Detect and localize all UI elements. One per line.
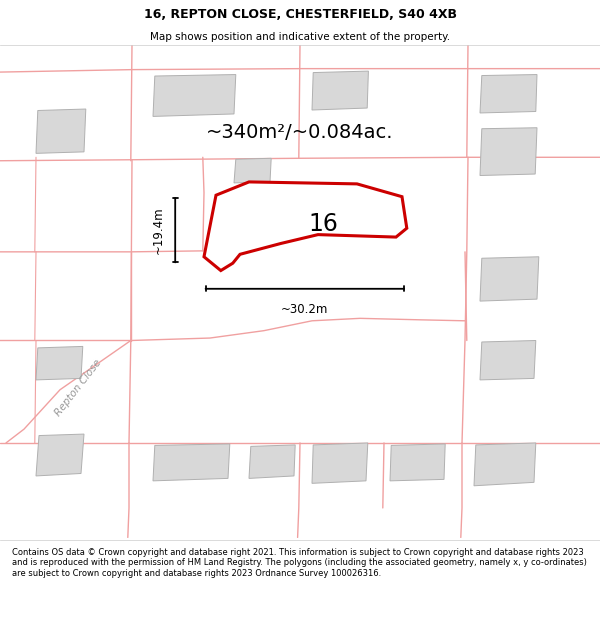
Text: Map shows position and indicative extent of the property.: Map shows position and indicative extent… bbox=[150, 31, 450, 41]
Polygon shape bbox=[390, 444, 445, 481]
Polygon shape bbox=[36, 346, 83, 380]
Text: ~30.2m: ~30.2m bbox=[281, 302, 328, 316]
Polygon shape bbox=[480, 341, 536, 380]
Polygon shape bbox=[36, 434, 84, 476]
Text: 16: 16 bbox=[308, 212, 338, 236]
Text: ~340m²/~0.084ac.: ~340m²/~0.084ac. bbox=[206, 123, 394, 142]
Polygon shape bbox=[249, 445, 295, 478]
Polygon shape bbox=[474, 443, 536, 486]
Text: 16, REPTON CLOSE, CHESTERFIELD, S40 4XB: 16, REPTON CLOSE, CHESTERFIELD, S40 4XB bbox=[143, 8, 457, 21]
Polygon shape bbox=[480, 74, 537, 113]
Polygon shape bbox=[312, 443, 368, 483]
Polygon shape bbox=[204, 182, 407, 271]
Polygon shape bbox=[234, 190, 272, 221]
Text: ~19.4m: ~19.4m bbox=[151, 206, 164, 254]
Text: Contains OS data © Crown copyright and database right 2021. This information is : Contains OS data © Crown copyright and d… bbox=[12, 548, 587, 578]
Text: Repton Close: Repton Close bbox=[53, 357, 103, 418]
Polygon shape bbox=[480, 257, 539, 301]
Polygon shape bbox=[234, 158, 271, 183]
Polygon shape bbox=[153, 444, 230, 481]
Polygon shape bbox=[312, 71, 368, 110]
Polygon shape bbox=[36, 109, 86, 153]
Polygon shape bbox=[480, 127, 537, 176]
Polygon shape bbox=[153, 74, 236, 116]
